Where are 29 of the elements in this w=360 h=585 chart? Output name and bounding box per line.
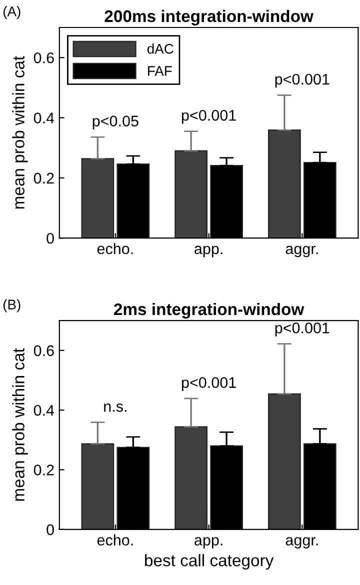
x-tick-label: echo. [97,534,133,546]
x-tick-label: app. [194,537,222,549]
text: (A) [3,6,20,20]
y-tick-label: 0.6 [34,345,54,356]
y-tick-label: 0 [46,524,54,536]
legend-label: dAC [147,44,174,54]
y-tick-label: 0.4 [34,404,54,416]
annotation: p<0.001 [182,110,236,124]
x-tick-label: echo. [97,242,133,254]
legend-label: FAF [148,66,172,76]
text: (B) [3,299,20,312]
y-tick-label: 0.6 [34,52,54,64]
x-tick-label: aggr. [286,246,318,258]
annotation: p<0.001 [275,322,330,336]
y-tick-label: 0.2 [34,172,54,184]
x-axis-title: best call category [145,554,274,570]
annotation: p<0.001 [275,74,330,88]
y-tick-label: 0.4 [34,112,54,124]
x-tick-label: app. [194,246,222,258]
annotation: p<0.001 [182,377,236,391]
chart-title: 200ms integration-window [104,10,314,26]
y-axis-title: mean prob within cat [12,56,28,209]
y-tick-label: 0 [46,232,54,244]
chart-title: 2ms integration-window [114,302,304,319]
y-axis-title: mean prob within cat [12,348,28,501]
annotation: p<0.05 [92,116,138,130]
annotation: n.s. [104,403,126,412]
y-tick-label: 0.2 [34,464,54,476]
x-tick-label: aggr. [286,537,318,549]
